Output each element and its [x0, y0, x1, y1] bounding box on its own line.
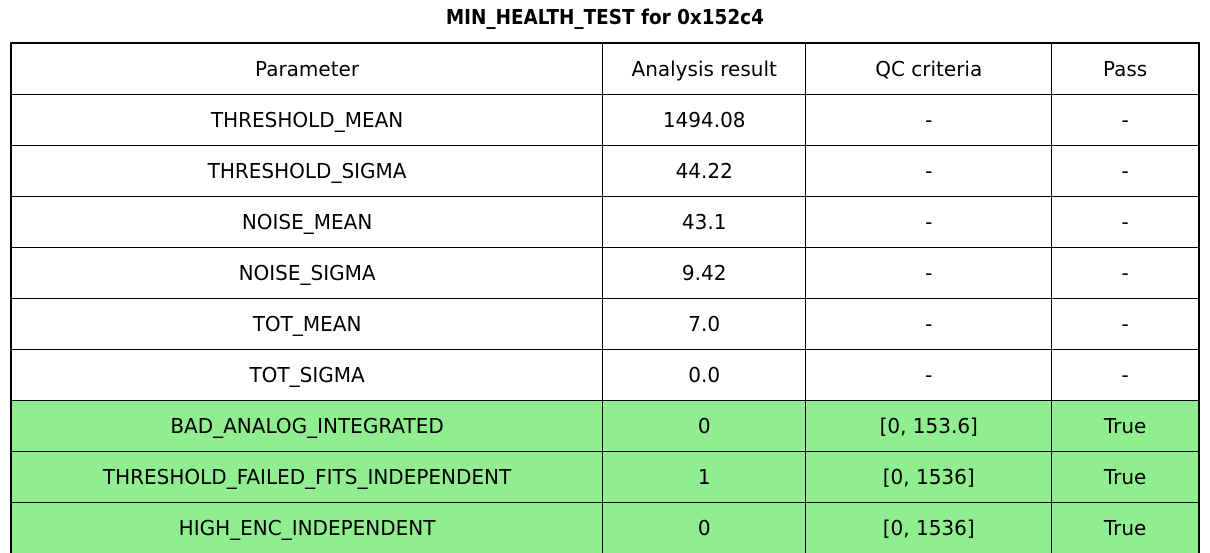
table-row-threshold-failed-fits-independent: THRESHOLD_FAILED_FITS_INDEPENDENT 1 [0, … [10, 451, 1200, 503]
column-header-analysis-result: Analysis result [602, 42, 807, 95]
cell-qc-criteria: - [805, 145, 1053, 197]
cell-parameter: HIGH_ENC_INDEPENDENT [10, 502, 604, 553]
cell-parameter: TOT_SIGMA [10, 349, 604, 401]
cell-pass: True [1051, 400, 1200, 452]
cell-analysis-result: 7.0 [602, 298, 807, 350]
column-header-parameter: Parameter [10, 42, 604, 95]
cell-qc-criteria: - [805, 298, 1053, 350]
cell-parameter: THRESHOLD_FAILED_FITS_INDEPENDENT [10, 451, 604, 503]
cell-analysis-result: 1 [602, 451, 807, 503]
table-row-noise-mean: NOISE_MEAN 43.1 - - [10, 196, 1200, 248]
column-header-pass: Pass [1051, 42, 1200, 95]
cell-qc-criteria: - [805, 247, 1053, 299]
cell-pass: - [1051, 94, 1200, 146]
cell-qc-criteria: - [805, 349, 1053, 401]
cell-parameter: TOT_MEAN [10, 298, 604, 350]
cell-pass: True [1051, 451, 1200, 503]
table-row-threshold-sigma: THRESHOLD_SIGMA 44.22 - - [10, 145, 1200, 197]
figure-title: MIN_HEALTH_TEST for 0x152c4 [0, 4, 1210, 30]
table-row-tot-sigma: TOT_SIGMA 0.0 - - [10, 349, 1200, 401]
cell-analysis-result: 0.0 [602, 349, 807, 401]
cell-parameter: BAD_ANALOG_INTEGRATED [10, 400, 604, 452]
cell-parameter: NOISE_MEAN [10, 196, 604, 248]
cell-qc-criteria: [0, 1536] [805, 502, 1053, 553]
cell-pass: - [1051, 349, 1200, 401]
table-row-bad-analog-integrated: BAD_ANALOG_INTEGRATED 0 [0, 153.6] True [10, 400, 1200, 452]
table-row-threshold-mean: THRESHOLD_MEAN 1494.08 - - [10, 94, 1200, 146]
health-test-table: Parameter Analysis result QC criteria Pa… [10, 42, 1200, 553]
cell-analysis-result: 43.1 [602, 196, 807, 248]
cell-parameter: THRESHOLD_SIGMA [10, 145, 604, 197]
table-row-high-enc-independent: HIGH_ENC_INDEPENDENT 0 [0, 1536] True [10, 502, 1200, 553]
cell-pass: - [1051, 145, 1200, 197]
column-header-qc-criteria: QC criteria [805, 42, 1053, 95]
cell-qc-criteria: [0, 1536] [805, 451, 1053, 503]
cell-parameter: NOISE_SIGMA [10, 247, 604, 299]
cell-qc-criteria: - [805, 196, 1053, 248]
table-row-noise-sigma: NOISE_SIGMA 9.42 - - [10, 247, 1200, 299]
cell-analysis-result: 0 [602, 400, 807, 452]
cell-parameter: THRESHOLD_MEAN [10, 94, 604, 146]
cell-pass: True [1051, 502, 1200, 553]
table-row-tot-mean: TOT_MEAN 7.0 - - [10, 298, 1200, 350]
figure-title-text: MIN_HEALTH_TEST for 0x152c4 [445, 5, 765, 29]
cell-qc-criteria: [0, 153.6] [805, 400, 1053, 452]
header-row: Parameter Analysis result QC criteria Pa… [10, 42, 1200, 95]
cell-analysis-result: 0 [602, 502, 807, 553]
cell-pass: - [1051, 247, 1200, 299]
cell-analysis-result: 9.42 [602, 247, 807, 299]
cell-analysis-result: 44.22 [602, 145, 807, 197]
cell-analysis-result: 1494.08 [602, 94, 807, 146]
cell-pass: - [1051, 298, 1200, 350]
cell-qc-criteria: - [805, 94, 1053, 146]
cell-pass: - [1051, 196, 1200, 248]
